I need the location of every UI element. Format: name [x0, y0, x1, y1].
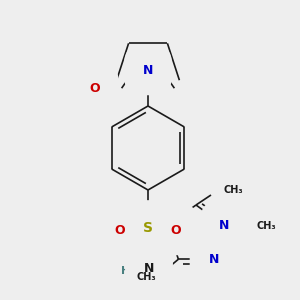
- Text: N: N: [143, 64, 153, 76]
- Text: S: S: [143, 221, 153, 235]
- Text: O: O: [171, 224, 181, 236]
- Text: CH₃: CH₃: [223, 185, 243, 195]
- Text: CH₃: CH₃: [256, 221, 276, 231]
- Text: N: N: [208, 253, 219, 266]
- Text: H: H: [122, 266, 130, 276]
- Text: O: O: [115, 224, 125, 236]
- Text: N: N: [144, 262, 154, 275]
- Text: O: O: [89, 82, 100, 95]
- Text: N: N: [219, 219, 230, 232]
- Text: CH₃: CH₃: [137, 272, 156, 282]
